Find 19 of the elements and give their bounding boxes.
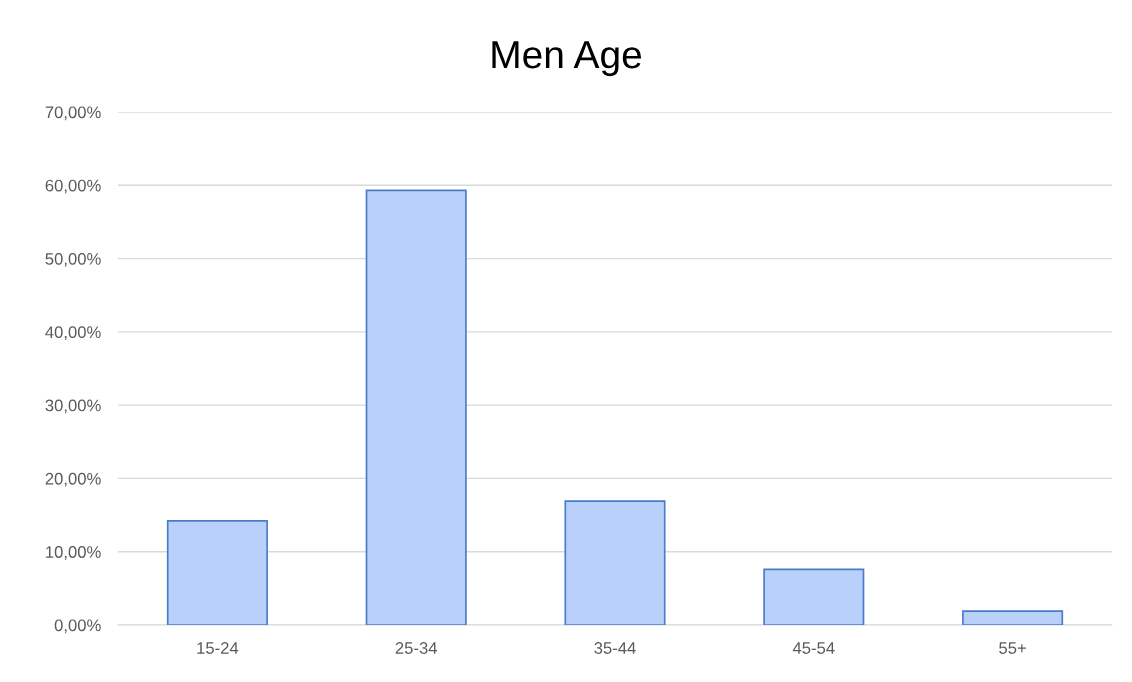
bar — [166, 520, 268, 625]
x-tick-label: 15-24 — [197, 642, 239, 654]
x-tick-label: 35-44 — [594, 642, 636, 654]
y-tick-label: 70,00% — [45, 106, 101, 121]
y-tick-label: 0,00% — [54, 619, 101, 634]
bar — [962, 610, 1064, 625]
x-tick-label: 55+ — [999, 642, 1026, 654]
bar — [365, 189, 467, 625]
y-tick-label: 50,00% — [45, 252, 101, 267]
y-tick-label: 40,00% — [45, 326, 101, 341]
bar — [564, 500, 666, 625]
y-tick-label: 30,00% — [45, 399, 101, 414]
y-tick-label: 20,00% — [45, 472, 101, 487]
chart-title: Men Age — [492, 41, 642, 77]
x-tick-label: 25-34 — [395, 642, 438, 654]
y-tick-label: 60,00% — [45, 179, 101, 194]
y-tick-label: 10,00% — [46, 546, 101, 560]
x-tick-label: 45-54 — [792, 642, 835, 654]
bar — [763, 568, 865, 625]
